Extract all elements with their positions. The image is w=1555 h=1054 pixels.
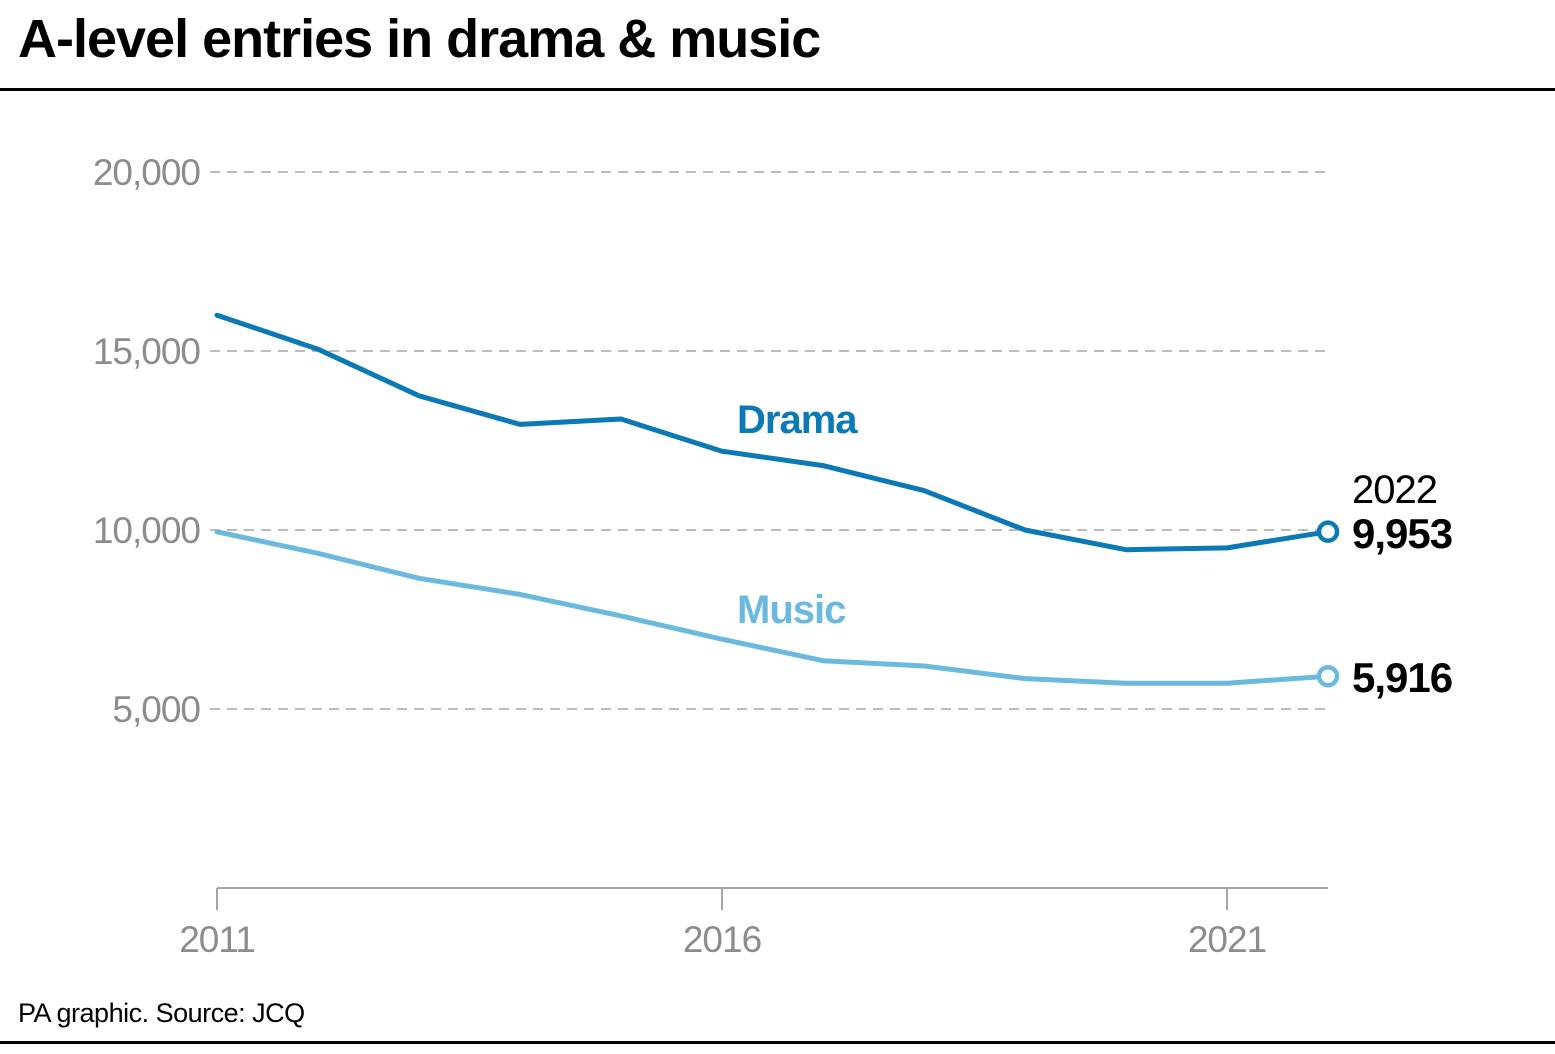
series-label-drama: Drama [737, 398, 858, 442]
y-tick-label-20000: 20,000 [93, 152, 201, 193]
music-end-value: 5,916 [1352, 654, 1452, 701]
series-line-drama [214, 312, 1331, 553]
x-tick-label-2016: 2016 [683, 919, 761, 960]
y-tick-label-10000: 10,000 [93, 510, 201, 551]
chart-title: A-level entries in drama & music [18, 9, 821, 69]
y-tick-label-5000: 5,000 [112, 689, 200, 730]
x-tick-label-2021: 2021 [1188, 919, 1266, 960]
end-year-label: 2022 [1352, 468, 1437, 512]
series-label-music: Music [737, 588, 846, 632]
title-divider [0, 88, 1555, 91]
bottom-divider [0, 1041, 1555, 1044]
end-marker-music [1316, 664, 1340, 688]
series-line-music [214, 529, 1331, 686]
drama-end-value: 9,953 [1352, 510, 1452, 557]
end-marker-drama [1316, 520, 1340, 543]
source-credit: PA graphic. Source: JCQ [18, 998, 305, 1028]
x-tick-label-2011: 2011 [179, 919, 255, 960]
y-tick-label-15000: 15,000 [93, 331, 201, 372]
